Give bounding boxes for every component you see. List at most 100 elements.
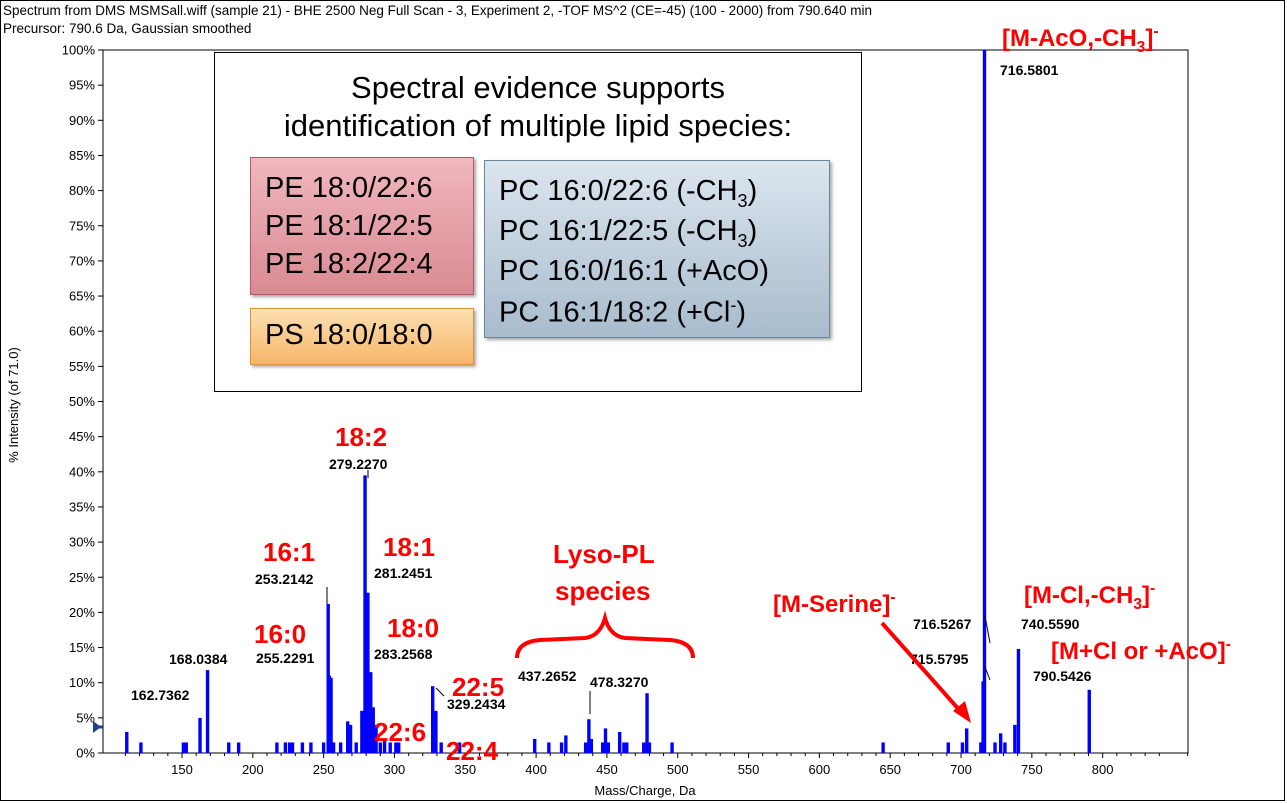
- y-tick-label: 65%: [69, 289, 95, 304]
- spectrum-peak: [198, 717, 202, 753]
- spectrum-peak: [547, 742, 551, 753]
- spectrum-peak: [287, 742, 292, 753]
- peak-label: 253.2142: [255, 571, 314, 587]
- x-tick-label: 300: [384, 762, 406, 777]
- peak-label: 279.2270: [329, 456, 388, 472]
- y-axis-label: % Intensity (of 71.0): [6, 347, 21, 463]
- spectrum-peak: [1016, 648, 1021, 753]
- fatty-acid-annotation: 22:6: [374, 717, 426, 747]
- ps-species-item: PS 18:0/18:0: [265, 319, 433, 351]
- x-tick-label: 500: [667, 762, 689, 777]
- y-tick-label: 50%: [69, 394, 95, 409]
- spectrum-peak: [1087, 689, 1091, 753]
- spectrum-peak: [564, 735, 568, 753]
- peak-label: 715.5795: [910, 651, 969, 667]
- spectrum-peak: [378, 742, 382, 753]
- spectrum-peak: [1003, 742, 1007, 753]
- y-tick-label: 10%: [69, 675, 95, 690]
- y-tick-label: 90%: [69, 113, 95, 128]
- spectrum-peak: [369, 672, 373, 753]
- x-tick-label: 700: [950, 762, 972, 777]
- x-tick-label: 400: [525, 762, 547, 777]
- peak-leader-line: [435, 687, 445, 697]
- fatty-acid-annotation: 18:0: [387, 613, 439, 643]
- spectrum-peak: [181, 742, 186, 753]
- serine-arrow-line: [880, 621, 964, 715]
- fatty-acid-annotation: 18:2: [335, 422, 387, 452]
- spectrum-peak: [647, 742, 652, 753]
- y-tick-label: 40%: [69, 464, 95, 479]
- fatty-acid-annotation: 22:5: [452, 672, 504, 702]
- spectrum-peak: [960, 742, 965, 753]
- x-tick-label: 250: [313, 762, 335, 777]
- spectrum-peak: [300, 742, 305, 753]
- pc-species-box: PC 16:0/22:6 (-CH3) PC 16:1/22:5 (-CH3) …: [484, 160, 830, 338]
- pc-species-item: PC 16:1/18:2 (+Cl-): [499, 295, 746, 329]
- spectrum-peak: [946, 742, 950, 753]
- spectrum-peak: [374, 724, 378, 753]
- spectrum-peak: [338, 742, 343, 753]
- spectrum-peak: [559, 742, 564, 753]
- fatty-acid-annotation: 16:0: [254, 619, 306, 649]
- ion-annotation: [M-Cl,-CH3]-: [1024, 580, 1155, 613]
- pe-species-item: PE 18:0/22:6: [265, 172, 433, 204]
- spectrum-peak: [606, 742, 611, 753]
- spectrum-peak: [364, 710, 368, 753]
- x-tick-label: 750: [1021, 762, 1043, 777]
- spectrum-peak: [431, 686, 435, 753]
- y-tick-label: 0%: [76, 746, 95, 761]
- spectrum-peak: [982, 50, 987, 753]
- spectrum-peak: [366, 592, 370, 753]
- spectrum-peak: [603, 728, 608, 753]
- y-tick-label: 60%: [69, 324, 95, 339]
- y-tick-label: 85%: [69, 148, 95, 163]
- x-tick-label: 600: [809, 762, 831, 777]
- ion-annotation: [M-AcO,-CH3]-: [1002, 23, 1159, 56]
- y-tick-label: 15%: [69, 640, 95, 655]
- peak-leader-line: [984, 615, 991, 644]
- evidence-title-line1: Spectral evidence supports: [351, 70, 725, 105]
- ion-annotation: [M-Serine]-: [773, 589, 896, 618]
- spectrum-peak: [331, 742, 336, 753]
- peak-label: 790.5426: [1033, 668, 1092, 684]
- peak-label: 281.2451: [374, 565, 433, 581]
- x-axis-label: Mass/Charge, Da: [594, 783, 696, 798]
- spectrum-peak: [964, 728, 969, 753]
- spectrum-peak: [321, 742, 326, 753]
- y-tick-label: 30%: [69, 535, 95, 550]
- spectrum-peak: [532, 738, 537, 753]
- spectrum-peak: [394, 742, 398, 753]
- evidence-title-line2: identification of multiple lipid species…: [283, 108, 793, 143]
- y-tick-label: 55%: [69, 359, 95, 374]
- spectrum-peak: [583, 742, 588, 753]
- spectrum-peak: [125, 731, 129, 753]
- y-tick-label: 100%: [62, 43, 96, 58]
- spectrum-peak: [600, 742, 605, 753]
- x-tick-label: 150: [171, 762, 193, 777]
- spectrum-peak: [645, 693, 649, 753]
- spectrum-peak: [363, 475, 367, 753]
- spectrum-peak: [309, 742, 313, 753]
- pc-species-item: PC 16:0/16:1 (+AcO): [499, 255, 769, 287]
- lyso-pl-brace: [515, 610, 695, 659]
- peak-label: 740.5590: [1021, 616, 1080, 632]
- spectrum-peak: [670, 742, 674, 753]
- spectrum-peak: [360, 710, 364, 753]
- spectrum-peak: [587, 719, 591, 753]
- y-tick-label: 25%: [69, 570, 95, 585]
- spectrum-peak: [236, 742, 241, 753]
- spectrum-peak: [184, 742, 188, 753]
- x-tick-label: 650: [879, 762, 901, 777]
- x-tick-label: 800: [1092, 762, 1114, 777]
- spectrum-peak: [227, 742, 231, 753]
- spectrum-peak: [439, 742, 443, 753]
- peak-label: 283.2568: [374, 646, 433, 662]
- fatty-acid-annotation: Lyso-PL: [553, 539, 655, 569]
- spectrum-peak: [346, 721, 350, 753]
- spectrum-peak: [622, 742, 626, 753]
- spectrum-peak: [275, 742, 279, 753]
- spectrum-peak: [434, 710, 438, 753]
- spectrum-peak: [382, 738, 387, 753]
